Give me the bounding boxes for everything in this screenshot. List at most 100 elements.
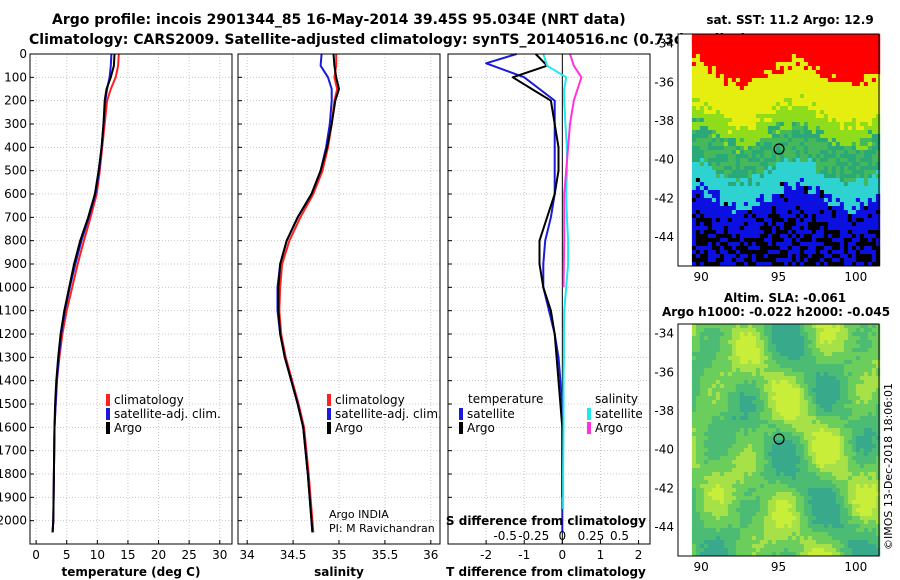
map-cell xyxy=(831,106,837,111)
map-cell xyxy=(859,58,865,63)
map-cell xyxy=(727,472,733,477)
map-cell xyxy=(859,210,865,215)
map-cell xyxy=(823,206,829,211)
map-cell xyxy=(875,250,881,255)
map-cell xyxy=(775,488,781,493)
map-cell xyxy=(839,432,845,437)
map-cell xyxy=(787,174,793,179)
map-cell xyxy=(843,384,849,389)
map-cell xyxy=(711,452,717,457)
map-cell xyxy=(819,86,825,91)
map-cell xyxy=(787,332,793,337)
map-cell xyxy=(719,448,725,453)
map-cell xyxy=(755,262,761,267)
map-cell xyxy=(691,484,697,489)
map-cell xyxy=(719,218,725,223)
map-cell xyxy=(819,126,825,131)
map-cell xyxy=(731,62,737,67)
map-cell xyxy=(835,62,841,67)
map-cell xyxy=(851,258,857,263)
map-cell xyxy=(771,424,777,429)
s-diff-tick-labels: -0.5 -0.25 0 0.25 0.5 xyxy=(493,529,629,543)
map-cell xyxy=(843,424,849,429)
map-cell xyxy=(759,62,765,67)
map-cell xyxy=(723,130,729,135)
map-cell xyxy=(839,94,845,99)
map-cell xyxy=(815,372,821,377)
map-cell xyxy=(731,146,737,151)
map-cell xyxy=(751,110,757,115)
map-cell xyxy=(755,420,761,425)
map-cell xyxy=(803,122,809,127)
map-cell xyxy=(791,170,797,175)
map-cell xyxy=(711,190,717,195)
map-cell xyxy=(791,62,797,67)
map-cell xyxy=(787,250,793,255)
map-cell xyxy=(759,376,765,381)
map-cell xyxy=(723,42,729,47)
map-cell xyxy=(751,178,757,183)
map-cell xyxy=(791,186,797,191)
map-cell xyxy=(815,364,821,369)
map-cell xyxy=(707,340,713,345)
map-cell xyxy=(699,344,705,349)
map-cell xyxy=(707,464,713,469)
map-cell xyxy=(719,250,725,255)
map-cell xyxy=(863,348,869,353)
map-cell xyxy=(699,194,705,199)
map-cell xyxy=(823,134,829,139)
map-cell xyxy=(707,166,713,171)
map-cell xyxy=(787,86,793,91)
map-cell xyxy=(707,122,713,127)
map-cell xyxy=(803,118,809,123)
map-cell xyxy=(839,134,845,139)
map-cell xyxy=(855,154,861,159)
map-cell xyxy=(803,452,809,457)
map-cell xyxy=(727,340,733,345)
map-cell xyxy=(751,150,757,155)
map-cell xyxy=(735,174,741,179)
map-cell xyxy=(811,412,817,417)
map-cell xyxy=(843,412,849,417)
map-cell xyxy=(719,66,725,71)
map-cell xyxy=(699,58,705,63)
map-cell xyxy=(759,344,765,349)
map-cell xyxy=(699,46,705,51)
map-cell xyxy=(851,206,857,211)
map-cell xyxy=(803,238,809,243)
map-cell xyxy=(835,472,841,477)
map-cell xyxy=(803,98,809,103)
map-cell xyxy=(847,416,853,421)
map-cell xyxy=(815,384,821,389)
map-cell xyxy=(691,54,697,59)
map-cell xyxy=(779,388,785,393)
map-cell xyxy=(827,226,833,231)
map-cell xyxy=(835,380,841,385)
map-cell xyxy=(699,214,705,219)
map-cell xyxy=(799,368,805,373)
map-cell xyxy=(739,58,745,63)
map-cell xyxy=(731,166,737,171)
lat-tick-label: -44 xyxy=(654,230,674,244)
map-cell xyxy=(799,154,805,159)
map-cell xyxy=(867,134,873,139)
map-cell xyxy=(859,130,865,135)
depth-tick-label: 1700 xyxy=(0,444,27,458)
map-cell xyxy=(719,492,725,497)
map-cell xyxy=(759,178,765,183)
map-cell xyxy=(719,364,725,369)
map-cell xyxy=(807,356,813,361)
map-cell xyxy=(803,42,809,47)
map-cell xyxy=(699,86,705,91)
map-cell xyxy=(847,356,853,361)
map-cell xyxy=(851,424,857,429)
map-cell xyxy=(727,110,733,115)
map-cell xyxy=(727,34,733,39)
map-cell xyxy=(819,340,825,345)
map-cell xyxy=(827,380,833,385)
map-cell xyxy=(855,150,861,155)
salinity-tick-labels: 34 34.5 35 35.5 36 xyxy=(240,540,438,562)
map-cell xyxy=(711,62,717,67)
map-cell xyxy=(835,242,841,247)
map-cell xyxy=(791,396,797,401)
